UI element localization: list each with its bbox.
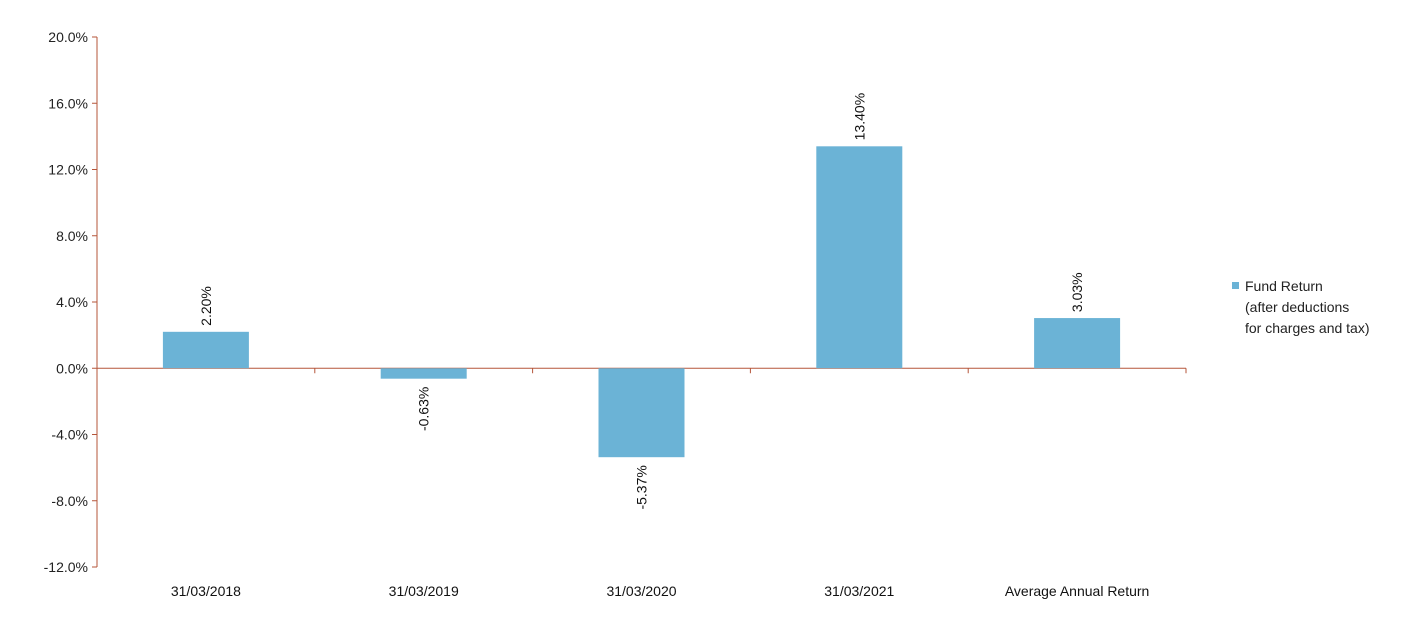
y-tick-label: 16.0% <box>48 95 88 111</box>
legend-swatch <box>1232 282 1239 289</box>
y-tick-label: 4.0% <box>56 294 88 310</box>
data-label: -0.63% <box>416 387 432 431</box>
legend: Fund Return (after deductions for charges … <box>1232 278 1370 336</box>
x-category-label: 31/03/2019 <box>389 583 459 599</box>
bar <box>598 368 685 458</box>
y-tick-label: 20.0% <box>48 29 88 45</box>
x-category-label: 31/03/2020 <box>606 583 676 599</box>
data-label: 3.03% <box>1069 272 1085 312</box>
x-category-label: 31/03/2021 <box>824 583 894 599</box>
x-axis-labels: 31/03/2018 31/03/2019 31/03/2020 31/03/2021… <box>171 583 1149 599</box>
y-tick-label: -4.0% <box>51 427 88 443</box>
legend-label: Fund Return (after deductions for charges … <box>1245 278 1370 336</box>
bar <box>816 146 903 369</box>
y-tick-label: -12.0% <box>44 559 88 575</box>
bar <box>380 368 467 379</box>
y-tick-label: 12.0% <box>48 162 88 178</box>
y-tick-label: 0.0% <box>56 360 88 376</box>
data-labels: 2.20% -0.63% -5.37% 13.40% 3.03% <box>198 93 1085 510</box>
data-label: 13.40% <box>851 93 867 140</box>
data-label: 2.20% <box>198 286 214 326</box>
bars <box>162 146 1121 458</box>
bar <box>162 331 249 369</box>
data-label: -5.37% <box>634 465 650 509</box>
y-tick-label: 8.0% <box>56 228 88 244</box>
x-category-label: 31/03/2018 <box>171 583 241 599</box>
bar <box>1034 318 1121 369</box>
x-category-label: Average Annual Return <box>1005 583 1150 599</box>
y-axis: 20.0% 16.0% 12.0% 8.0% 4.0% 0.0% -4.0% -8.0% -12… <box>44 29 1187 575</box>
y-tick-label: -8.0% <box>51 493 88 509</box>
